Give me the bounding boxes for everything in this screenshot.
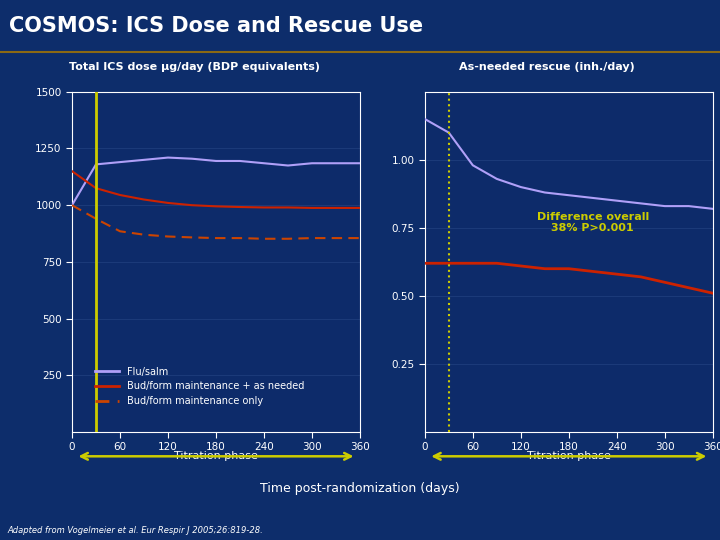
Text: As-needed rescue (inh./day): As-needed rescue (inh./day) (459, 63, 635, 72)
Text: Difference overall
38% P>0.001: Difference overall 38% P>0.001 (536, 212, 649, 233)
Legend: Flu/salm, Bud/form maintenance + as needed, Bud/form maintenance only: Flu/salm, Bud/form maintenance + as need… (91, 363, 308, 410)
Text: Adapted from Vogelmeier et al. Eur Respir J 2005;26:819-28.: Adapted from Vogelmeier et al. Eur Respi… (7, 526, 263, 535)
Text: Time post-randomization (days): Time post-randomization (days) (260, 482, 460, 495)
Text: Total ICS dose μg/day (BDP equivalents): Total ICS dose μg/day (BDP equivalents) (69, 63, 320, 72)
Text: Titration phase: Titration phase (174, 451, 258, 461)
Text: COSMOS: ICS Dose and Rescue Use: COSMOS: ICS Dose and Rescue Use (9, 16, 423, 36)
Text: Titration phase: Titration phase (527, 451, 611, 461)
